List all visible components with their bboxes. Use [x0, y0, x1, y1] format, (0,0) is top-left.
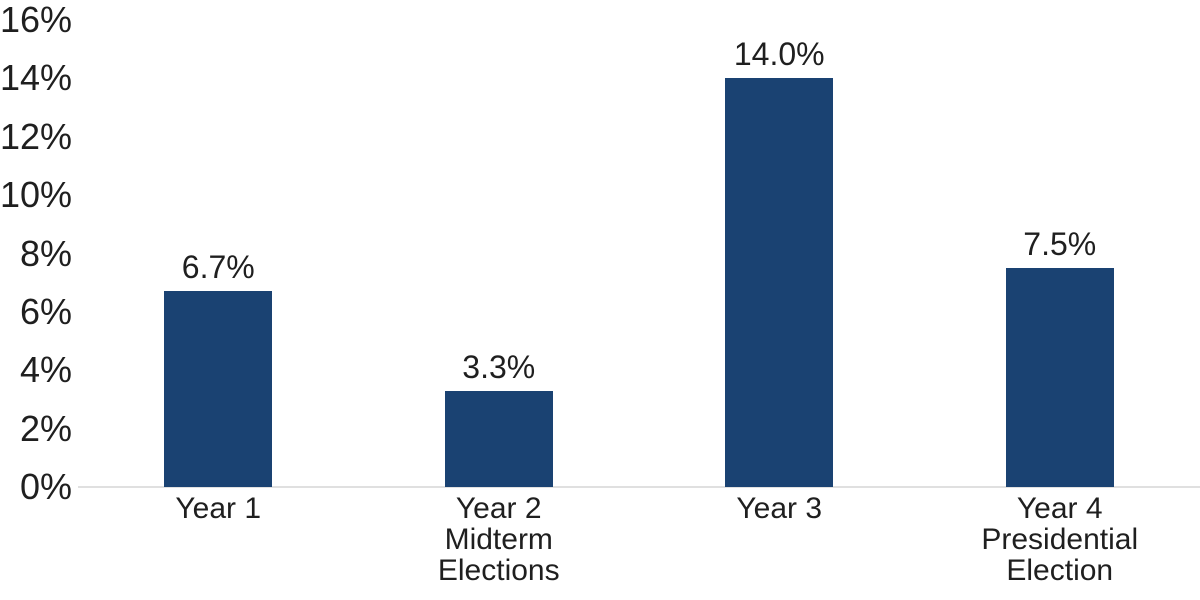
bar [164, 291, 273, 487]
x-axis-line [78, 486, 1200, 488]
y-tick-label: 10% [0, 174, 73, 216]
y-tick-label: 4% [19, 349, 72, 391]
y-tick-label: 12% [0, 115, 73, 157]
bar-data-label: 7.5% [1023, 226, 1097, 263]
bar-data-label: 6.7% [181, 249, 255, 286]
category-label: Year 2 Midterm Elections [437, 492, 560, 587]
y-tick-label: 6% [19, 290, 72, 332]
bar [725, 78, 834, 487]
bar [444, 390, 553, 487]
category-label: Year 1 [175, 492, 262, 525]
bar-data-label: 14.0% [733, 36, 825, 73]
category-label: Year 4 Presidential Election [981, 492, 1139, 587]
y-tick-label: 0% [19, 466, 72, 507]
y-tick-label: 2% [19, 407, 72, 449]
category-label: Year 3 [736, 492, 823, 525]
y-tick-label: 8% [19, 232, 72, 274]
bar [1005, 268, 1114, 487]
y-tick-label: 14% [0, 57, 73, 99]
y-tick-label: 16% [0, 0, 73, 40]
bar-data-label: 3.3% [462, 348, 536, 385]
